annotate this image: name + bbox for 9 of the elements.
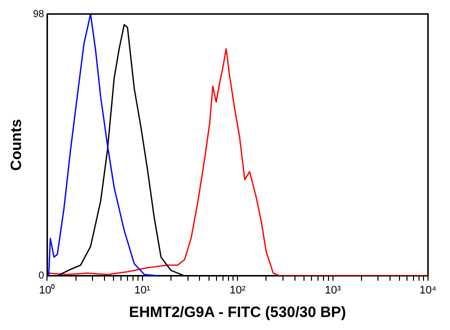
x-tick-label: 10³ <box>324 284 342 296</box>
x-axis-title: EHMT2/G9A - FITC (530/30 BP) <box>129 304 346 322</box>
x-tick-label: 10¹ <box>134 284 151 296</box>
x-tick-label: 10⁰ <box>39 283 56 296</box>
x-tick-label: 10² <box>230 284 246 296</box>
y-tick-label: 98 <box>33 8 45 20</box>
y-tick-label: 0 <box>38 270 45 282</box>
y-axis-title: Counts <box>8 119 26 171</box>
x-tick-label: 10⁴ <box>420 284 437 296</box>
